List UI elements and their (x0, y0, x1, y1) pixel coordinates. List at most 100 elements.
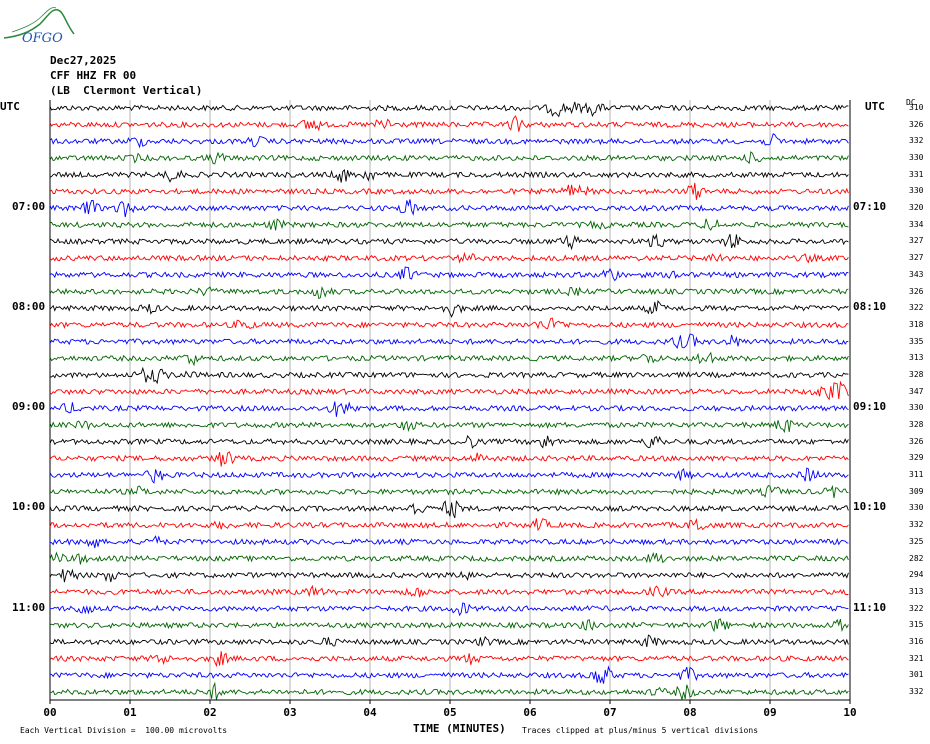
trace-4 (49, 151, 849, 165)
dc-offset: 347 (909, 386, 924, 396)
trace-7 (49, 199, 849, 218)
trace-17 (49, 366, 849, 385)
trace-22 (49, 451, 849, 467)
dc-offset: 313 (909, 353, 924, 363)
right-hour-label: 07:10 (853, 200, 887, 214)
dc-offset: 318 (909, 319, 924, 329)
dc-offset: 326 (909, 286, 924, 296)
dc-offset: 328 (909, 369, 924, 379)
trace-1 (49, 101, 849, 118)
trace-30 (49, 584, 849, 598)
dc-offset: 330 (909, 186, 924, 196)
x-tick-label: 03 (283, 706, 296, 719)
footer-scale: Each Vertical Division = 100.00 microvol… (20, 726, 228, 735)
dc-offset: 329 (909, 453, 924, 463)
dc-offset: 282 (909, 553, 924, 563)
trace-20 (49, 419, 849, 434)
trace-16 (49, 351, 849, 367)
right-hour-label: 08:10 (853, 300, 887, 314)
x-tick-label: 05 (443, 706, 456, 719)
trace-12 (49, 286, 849, 300)
dc-offset: 332 (909, 136, 924, 146)
dc-offset: 310 (909, 103, 924, 112)
left-hour-label: 09:00 (12, 400, 46, 414)
dc-offset: 334 (909, 219, 924, 229)
left-hour-label: 08:00 (12, 300, 46, 314)
x-tick-label: 00 (43, 706, 56, 719)
dc-offset: 330 (909, 153, 924, 163)
header-channel: CFF HHZ FR 00 (50, 69, 137, 82)
header-location: (LB Clermont Vertical) (50, 84, 203, 97)
trace-28 (49, 551, 849, 565)
x-tick-label: 08 (683, 706, 696, 719)
dc-offset: 311 (909, 470, 924, 480)
left-utc-label: UTC (0, 100, 20, 113)
trace-34 (49, 651, 849, 668)
x-tick-label: 01 (123, 706, 137, 719)
dc-offset: 325 (909, 536, 924, 546)
x-tick-label: 10 (843, 706, 856, 719)
trace-5 (49, 168, 849, 183)
dc-offset: 328 (909, 420, 924, 430)
trace-24 (49, 484, 849, 499)
x-tick-label: 07 (603, 706, 616, 719)
dc-offset: 332 (909, 520, 924, 530)
dc-offset: 321 (909, 653, 924, 663)
logo-text: OFGO (22, 31, 63, 46)
logo-swoosh (3, 8, 75, 39)
right-hour-label: 10:10 (853, 500, 887, 514)
dc-offset: 330 (909, 503, 924, 513)
trace-26 (49, 517, 849, 532)
dc-offset: 309 (909, 486, 924, 496)
left-hour-label: 07:00 (12, 200, 46, 214)
trace-29 (49, 568, 849, 583)
grid (49, 100, 851, 701)
trace-2 (49, 115, 849, 132)
trace-21 (49, 434, 849, 449)
trace-32 (49, 618, 849, 633)
seismic-traces (49, 101, 849, 700)
dc-offset: 326 (909, 119, 924, 129)
trace-27 (49, 535, 849, 549)
x-tick-label: 02 (203, 706, 216, 719)
header-date: Dec27,2025 (50, 54, 117, 67)
left-hour-label: 11:00 (12, 600, 46, 614)
dc-offset: 335 (909, 336, 924, 346)
dc-offset: 294 (909, 570, 924, 580)
trace-10 (49, 251, 849, 264)
ofgo-logo: OFGO (3, 7, 75, 46)
dc-offset: 315 (909, 620, 924, 630)
trace-23 (49, 467, 849, 484)
x-axis-ticks: 00 01 02 03 04 05 06 07 08 09 10 (43, 700, 857, 719)
dc-offset: 301 (909, 670, 924, 680)
logo-swoosh-inner (11, 7, 57, 33)
dc-offset: 326 (909, 436, 924, 446)
trace-18 (49, 380, 849, 401)
dc-offset: 332 (909, 687, 924, 696)
dc-offset: 327 (909, 253, 924, 263)
dc-offset: 330 (909, 403, 924, 413)
dc-offset: 320 (909, 203, 924, 213)
trace-6 (49, 182, 849, 200)
dc-offset: 331 (909, 169, 924, 179)
dc-offset: 327 (909, 236, 924, 246)
x-tick-label: 04 (363, 706, 377, 719)
x-tick-label: 09 (763, 706, 776, 719)
trace-36 (49, 681, 849, 700)
dc-offset: 343 (909, 269, 924, 279)
trace-33 (49, 634, 849, 648)
trace-3 (49, 133, 849, 149)
x-axis-label: TIME (MINUTES) (413, 722, 506, 735)
dc-offset: 322 (909, 603, 924, 613)
trace-19 (49, 401, 849, 417)
left-hour-label: 10:00 (12, 500, 46, 514)
trace-11 (49, 266, 849, 282)
trace-25 (49, 500, 849, 519)
trace-35 (49, 665, 849, 684)
footer-clip: Traces clipped at plus/minus 5 vertical … (522, 726, 759, 735)
dc-offset: 316 (909, 636, 924, 646)
trace-14 (49, 317, 849, 330)
dc-offset: 313 (909, 586, 924, 596)
right-hour-label: 09:10 (853, 400, 887, 414)
